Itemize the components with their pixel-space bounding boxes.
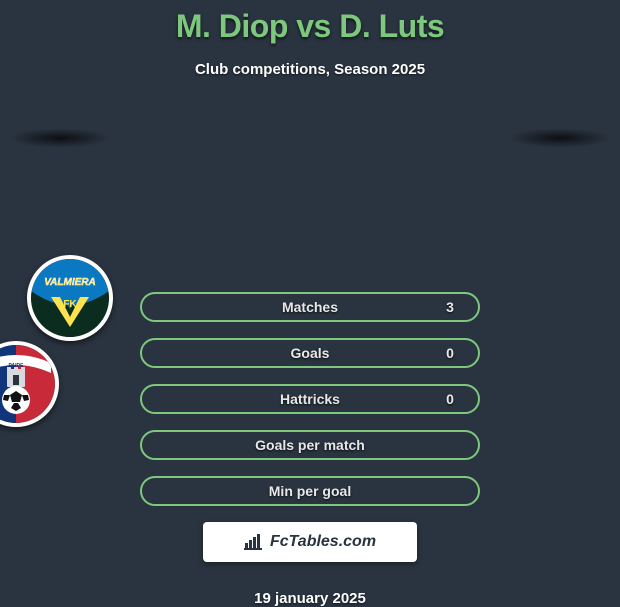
stat-label: Min per goal bbox=[142, 483, 478, 499]
stat-row-goals: Goals 0 bbox=[140, 338, 480, 368]
stat-row-hattricks: Hattricks 0 bbox=[140, 384, 480, 414]
brand-text: FcTables.com bbox=[270, 533, 376, 551]
stat-label: Goals per match bbox=[142, 437, 478, 453]
stat-row-min-per-goal: Min per goal bbox=[140, 476, 480, 506]
page-title: M. Diop vs D. Luts bbox=[0, 8, 620, 45]
valmiera-badge-icon: VALMIERA FK bbox=[31, 259, 109, 337]
club-badge-left: VALMIERA FK bbox=[27, 255, 113, 341]
comparison-card: M. Diop vs D. Luts Club competitions, Se… bbox=[0, 0, 620, 580]
stat-row-matches: Matches 3 bbox=[140, 292, 480, 322]
svg-text:VALMIERA: VALMIERA bbox=[44, 277, 95, 288]
player-shadow-right bbox=[508, 128, 612, 148]
stat-label: Matches bbox=[142, 299, 478, 315]
stat-label: Goals bbox=[142, 345, 478, 361]
date-label: 19 january 2025 bbox=[0, 590, 620, 607]
subtitle: Club competitions, Season 2025 bbox=[0, 61, 620, 78]
stat-row-goals-per-match: Goals per match bbox=[140, 430, 480, 460]
club-badge-right: PAIDE bbox=[0, 341, 59, 427]
svg-text:FK: FK bbox=[63, 299, 77, 310]
bar-chart-icon bbox=[244, 534, 264, 550]
player-shadow-left bbox=[8, 128, 112, 148]
stats-list: Matches 3 Goals 0 Hattricks 0 Goals per … bbox=[140, 292, 480, 506]
stat-label: Hattricks bbox=[142, 391, 478, 407]
brand-badge: FcTables.com bbox=[203, 522, 417, 562]
paide-badge-icon: PAIDE bbox=[0, 345, 55, 423]
